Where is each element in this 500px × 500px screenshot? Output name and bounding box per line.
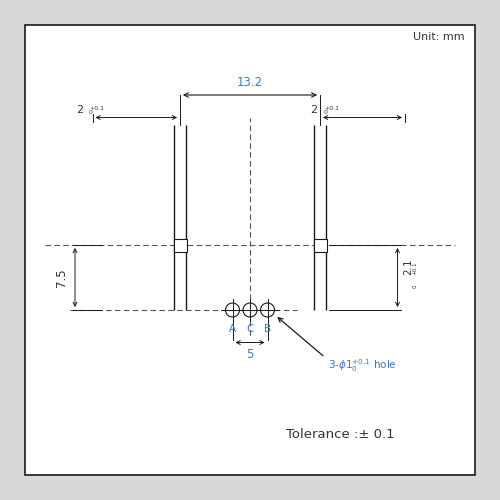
Text: +0.1: +0.1 <box>324 106 339 110</box>
Text: 0: 0 <box>89 110 93 116</box>
Text: B: B <box>264 324 271 334</box>
Text: 2: 2 <box>76 105 84 115</box>
Text: 2.1: 2.1 <box>404 258 413 275</box>
Text: A: A <box>229 324 236 334</box>
Text: +0.1: +0.1 <box>412 262 418 275</box>
Text: 13.2: 13.2 <box>237 76 263 89</box>
Text: 7.5: 7.5 <box>54 268 68 287</box>
Text: 0: 0 <box>412 284 418 288</box>
Text: 2: 2 <box>310 105 318 115</box>
Text: 0: 0 <box>324 110 328 116</box>
Bar <box>314 238 326 252</box>
Text: Tolerance :± 0.1: Tolerance :± 0.1 <box>286 428 395 442</box>
Text: C: C <box>246 324 254 334</box>
Bar <box>174 238 186 252</box>
Text: 5: 5 <box>246 348 254 360</box>
Text: +0.1: +0.1 <box>89 106 104 110</box>
Text: 3-$\phi$1$^{+0.1}_{0}$ hole: 3-$\phi$1$^{+0.1}_{0}$ hole <box>328 358 396 374</box>
Text: Unit: mm: Unit: mm <box>414 32 465 42</box>
